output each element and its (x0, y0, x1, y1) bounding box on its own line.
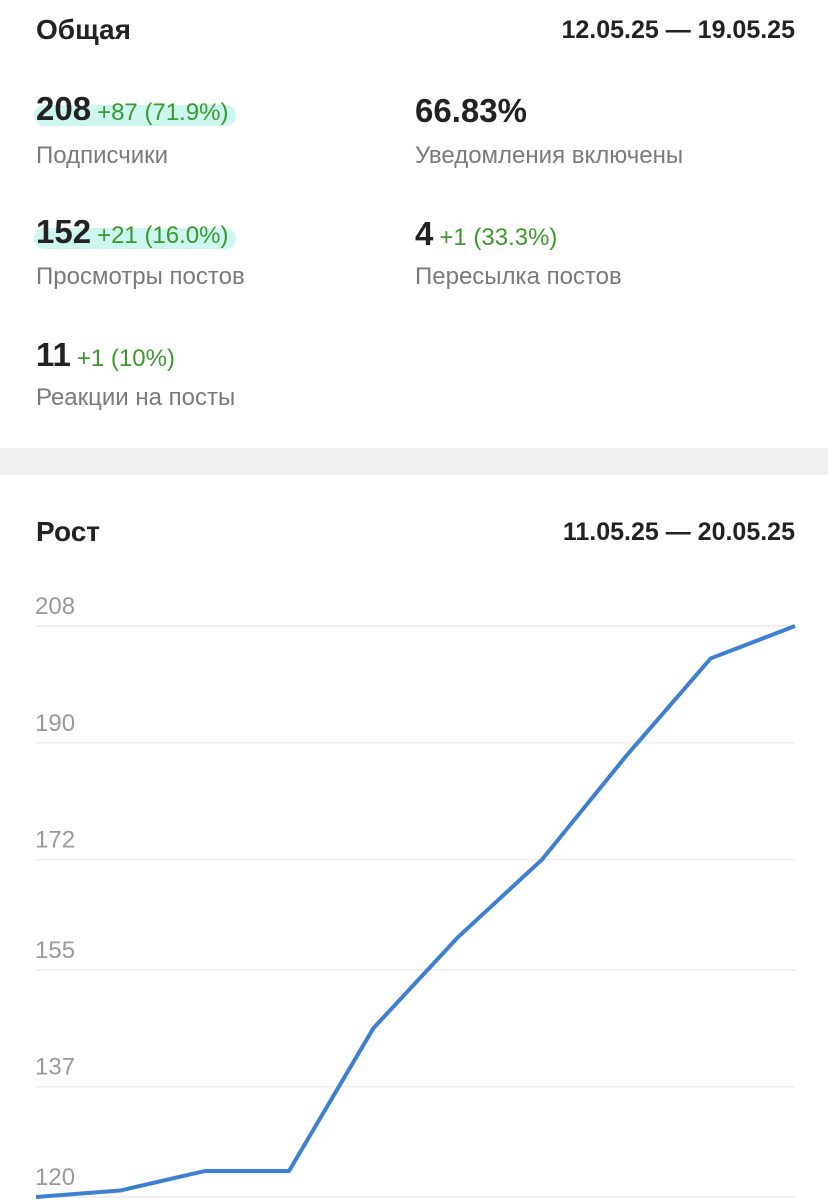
highlight: 208 +87 (71.9%) (34, 90, 237, 127)
y-tick-label: 120 (35, 1164, 75, 1191)
y-tick-label: 208 (35, 593, 75, 620)
section-title: Общая (36, 14, 131, 45)
chart: 120 137 155 172 190 208 (35, 593, 796, 1199)
stat-change: +87 (71.9%) (97, 99, 229, 126)
stat-change: +1 (10%) (76, 345, 175, 372)
y-tick-label: 190 (35, 710, 75, 737)
stat-change: +21 (16.0%) (97, 222, 229, 249)
period: 12.05.25 — 19.05.25 (561, 16, 795, 44)
stat-label: Пересылка постов (415, 263, 622, 290)
line (35, 624, 796, 1199)
stat-label: Просмотры постов (36, 263, 245, 290)
stat-value: 152 (36, 213, 92, 250)
chart-period: 11.05.25 — 20.05.25 (562, 518, 795, 546)
y-tick-label: 172 (35, 827, 75, 854)
stat-label: Реакции на посты (36, 384, 236, 411)
stat: 66.83% (415, 92, 527, 130)
stat-value: 66.83% (415, 92, 527, 129)
stat: 11 +1 (10%) (36, 336, 175, 374)
highlight: 152 +21 (16.0%) (34, 213, 237, 250)
stat-change: +1 (33.3%) (439, 224, 558, 251)
stat-label: Подписчики (36, 142, 169, 169)
stat: 208 +87 (71.9%) (34, 90, 237, 128)
y-tick-label: 137 (35, 1054, 75, 1081)
stat: 152 +21 (16.0%) (34, 213, 237, 251)
y-tick-label: 155 (35, 937, 75, 964)
separator (0, 448, 828, 475)
stat: 4 +1 (33.3%) (415, 215, 557, 253)
stat-value: 11 (36, 336, 71, 373)
stat-value: 4 (415, 215, 434, 252)
chart-title: Рост (36, 516, 100, 547)
stat-label: Уведомления включены (415, 142, 684, 169)
stat-value: 208 (36, 90, 92, 127)
